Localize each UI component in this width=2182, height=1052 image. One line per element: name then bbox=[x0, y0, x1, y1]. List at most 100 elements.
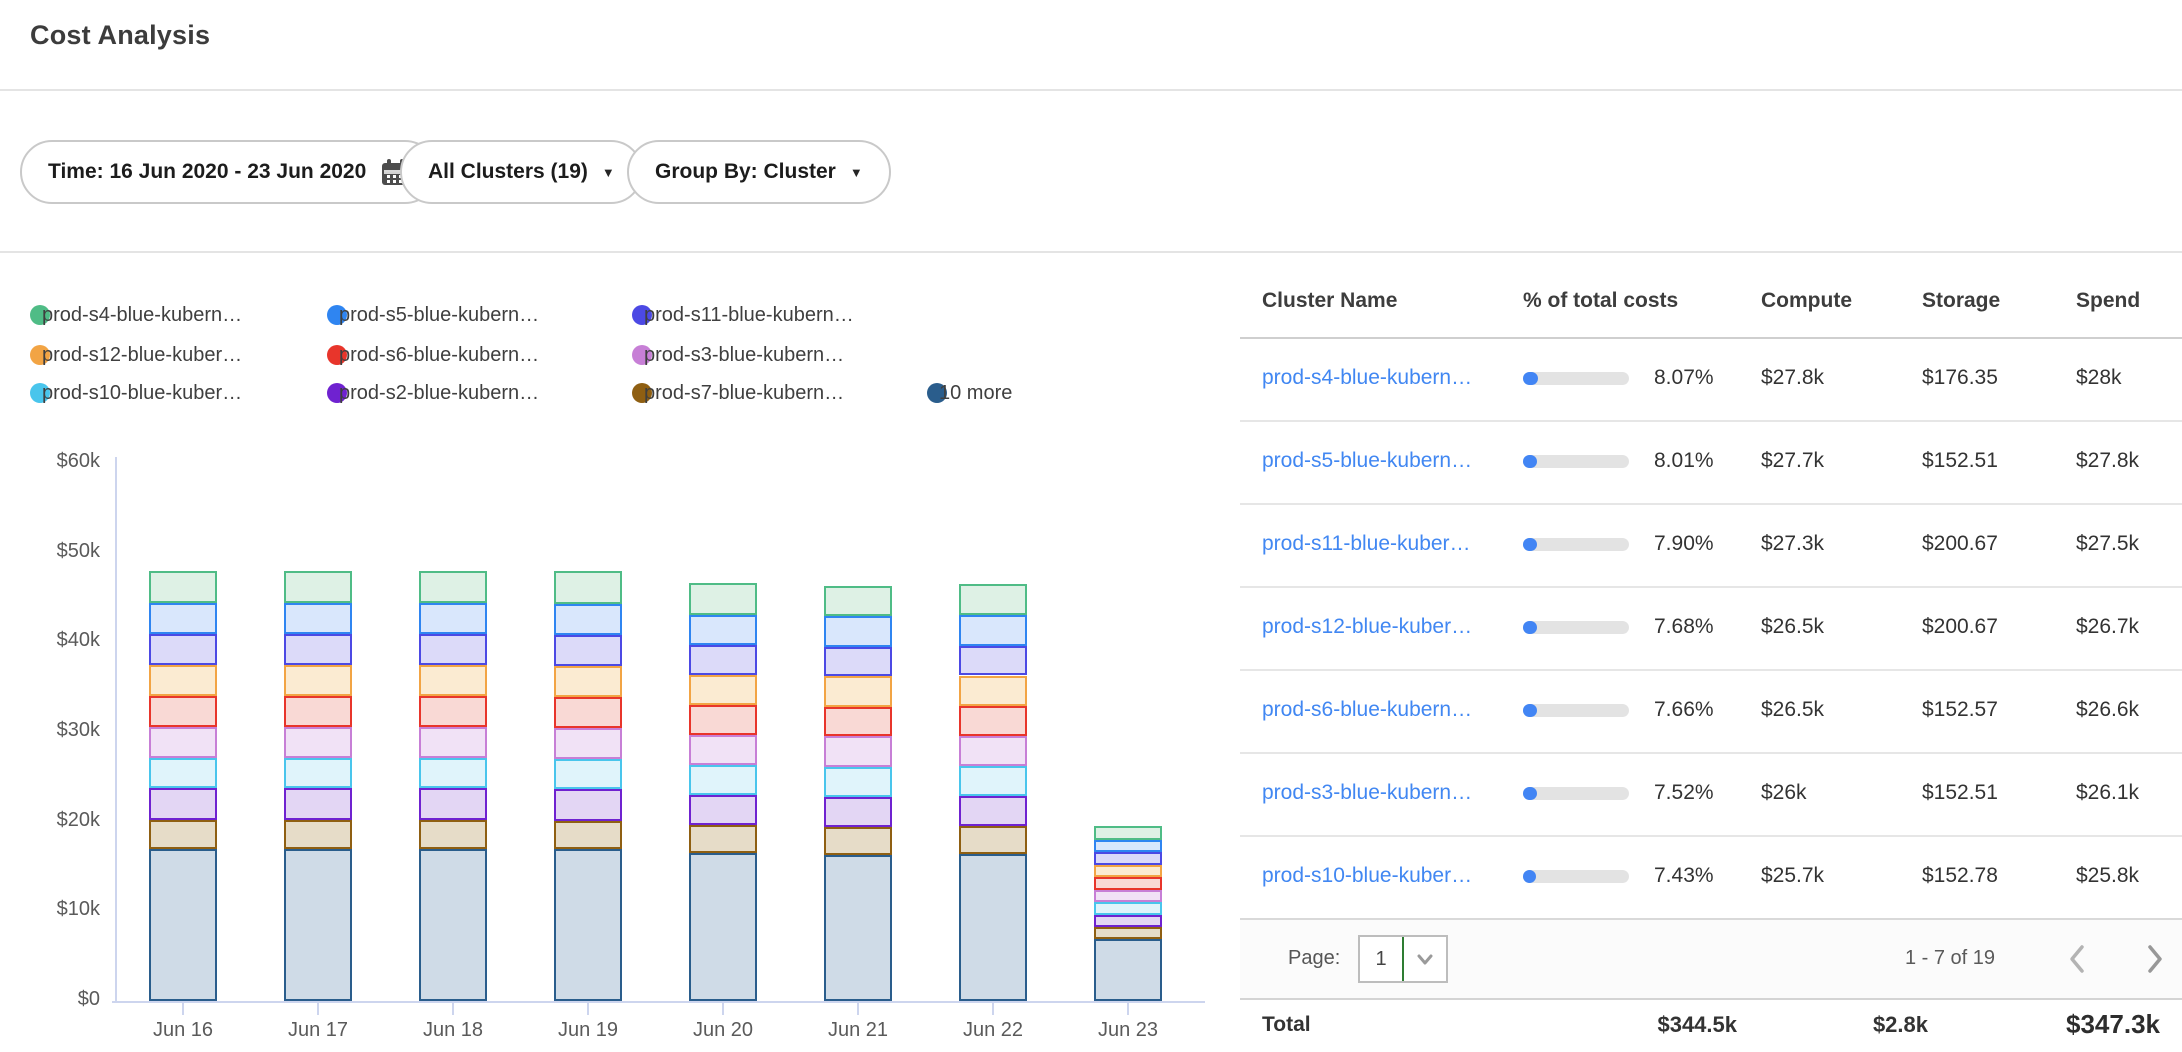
bar-segment[interactable] bbox=[554, 789, 622, 821]
bar-segment[interactable] bbox=[959, 766, 1027, 796]
bar-segment[interactable] bbox=[824, 616, 892, 647]
clusters-filter-button[interactable]: All Clusters (19) ▼ bbox=[400, 140, 643, 204]
bar-segment[interactable] bbox=[149, 634, 217, 665]
bar-segment[interactable] bbox=[554, 603, 622, 636]
cluster-name-link[interactable]: prod-s6-blue-kubern… bbox=[1262, 697, 1473, 721]
cluster-name-link[interactable]: prod-s12-blue-kuber… bbox=[1262, 614, 1473, 638]
bar-segment[interactable] bbox=[959, 705, 1027, 736]
bar-segment[interactable] bbox=[689, 765, 757, 795]
bar-segment[interactable] bbox=[959, 675, 1027, 706]
bar-segment[interactable] bbox=[1094, 877, 1162, 890]
pct-progress-bar bbox=[1523, 371, 1629, 385]
group-by-filter-button[interactable]: Group By: Cluster ▼ bbox=[627, 140, 891, 204]
bar-segment[interactable] bbox=[689, 674, 757, 706]
bar-segment[interactable] bbox=[554, 697, 622, 728]
pct-progress-fill bbox=[1523, 786, 1537, 800]
time-filter-button[interactable]: Time: 16 Jun 2020 - 23 Jun 2020 bbox=[20, 140, 438, 204]
bar-segment[interactable] bbox=[149, 664, 217, 697]
cluster-name-link[interactable]: prod-s5-blue-kubern… bbox=[1262, 448, 1473, 472]
bar-segment[interactable] bbox=[1094, 852, 1162, 865]
bar-segment[interactable] bbox=[959, 795, 1027, 827]
bar-segment[interactable] bbox=[149, 758, 217, 789]
bar-segment[interactable] bbox=[959, 853, 1027, 1001]
legend-dot-icon bbox=[30, 305, 50, 325]
bar-segment[interactable] bbox=[689, 853, 757, 1001]
bar-segment[interactable] bbox=[554, 635, 622, 666]
bar-segment[interactable] bbox=[554, 758, 622, 790]
bar-segment[interactable] bbox=[824, 736, 892, 767]
bar-segment[interactable] bbox=[1094, 864, 1162, 878]
bar-segment[interactable] bbox=[284, 570, 352, 603]
bar-segment[interactable] bbox=[419, 664, 487, 697]
bar-segment[interactable] bbox=[689, 645, 757, 675]
bar-segment[interactable] bbox=[959, 735, 1027, 767]
bar-segment[interactable] bbox=[824, 827, 892, 855]
cluster-name-link[interactable]: prod-s11-blue-kuber… bbox=[1262, 531, 1471, 555]
bar-segment[interactable] bbox=[284, 788, 352, 820]
bar-segment[interactable] bbox=[824, 706, 892, 737]
bar-segment[interactable] bbox=[419, 819, 487, 849]
bar-segment[interactable] bbox=[959, 615, 1027, 646]
bar-segment[interactable] bbox=[149, 696, 217, 727]
bar-segment[interactable] bbox=[284, 696, 352, 727]
page-select[interactable]: 1 bbox=[1358, 935, 1448, 983]
bar-segment[interactable] bbox=[689, 583, 757, 615]
bar-segment[interactable] bbox=[689, 614, 757, 646]
bar-segment[interactable] bbox=[824, 796, 892, 828]
bar-segment[interactable] bbox=[284, 634, 352, 665]
bar-segment[interactable] bbox=[419, 634, 487, 665]
bar-segment[interactable] bbox=[1094, 914, 1162, 928]
bar-segment[interactable] bbox=[554, 820, 622, 850]
bar-segment[interactable] bbox=[149, 848, 217, 1001]
page-select-value: 1 bbox=[1375, 947, 1387, 970]
bar-segment[interactable] bbox=[824, 646, 892, 677]
bar-segment[interactable] bbox=[419, 758, 487, 789]
bar-segment[interactable] bbox=[959, 584, 1027, 616]
legend-item-label: prod-s10-blue-kuber… bbox=[42, 381, 243, 404]
bar-segment[interactable] bbox=[689, 825, 757, 854]
cluster-name-link[interactable]: prod-s3-blue-kubern… bbox=[1262, 780, 1473, 804]
bar-segment[interactable] bbox=[419, 602, 487, 635]
bar-segment[interactable] bbox=[284, 819, 352, 849]
bar-segment[interactable] bbox=[149, 788, 217, 820]
bar-segment[interactable] bbox=[824, 676, 892, 707]
bar-segment[interactable] bbox=[284, 758, 352, 789]
bar-segment[interactable] bbox=[1094, 927, 1162, 940]
bar-segment[interactable] bbox=[284, 848, 352, 1001]
previous-page-button[interactable] bbox=[2062, 942, 2092, 976]
bar-segment[interactable] bbox=[554, 571, 622, 604]
bar-segment[interactable] bbox=[419, 570, 487, 603]
bar-segment[interactable] bbox=[419, 696, 487, 727]
bar-segment[interactable] bbox=[149, 602, 217, 635]
bar-segment[interactable] bbox=[1094, 889, 1162, 903]
bar-segment[interactable] bbox=[149, 570, 217, 603]
bar-segment[interactable] bbox=[1094, 839, 1162, 853]
bar-segment[interactable] bbox=[824, 585, 892, 617]
pct-progress-bar bbox=[1523, 454, 1629, 468]
bar-segment[interactable] bbox=[959, 826, 1027, 854]
bar-segment[interactable] bbox=[689, 705, 757, 735]
bar-segment[interactable] bbox=[149, 819, 217, 849]
bar-segment[interactable] bbox=[689, 794, 757, 826]
next-page-button[interactable] bbox=[2140, 942, 2170, 976]
bar-segment[interactable] bbox=[554, 665, 622, 698]
bar-segment[interactable] bbox=[689, 734, 757, 766]
bar-segment[interactable] bbox=[824, 766, 892, 797]
bar-segment[interactable] bbox=[1094, 939, 1162, 1001]
bar-segment[interactable] bbox=[959, 645, 1027, 676]
bar-segment[interactable] bbox=[1094, 826, 1162, 840]
bar-segment[interactable] bbox=[824, 854, 892, 1001]
bar-segment[interactable] bbox=[284, 664, 352, 697]
bar-segment[interactable] bbox=[284, 602, 352, 635]
cluster-name-link[interactable]: prod-s4-blue-kubern… bbox=[1262, 365, 1473, 389]
bar-segment[interactable] bbox=[1094, 902, 1162, 915]
y-axis-line bbox=[115, 457, 117, 1003]
bar-segment[interactable] bbox=[419, 726, 487, 758]
bar-segment[interactable] bbox=[149, 726, 217, 758]
bar-segment[interactable] bbox=[554, 849, 622, 1001]
bar-segment[interactable] bbox=[419, 848, 487, 1001]
cluster-name-link[interactable]: prod-s10-blue-kuber… bbox=[1262, 863, 1473, 887]
bar-segment[interactable] bbox=[284, 726, 352, 758]
bar-segment[interactable] bbox=[419, 788, 487, 820]
bar-segment[interactable] bbox=[554, 727, 622, 759]
